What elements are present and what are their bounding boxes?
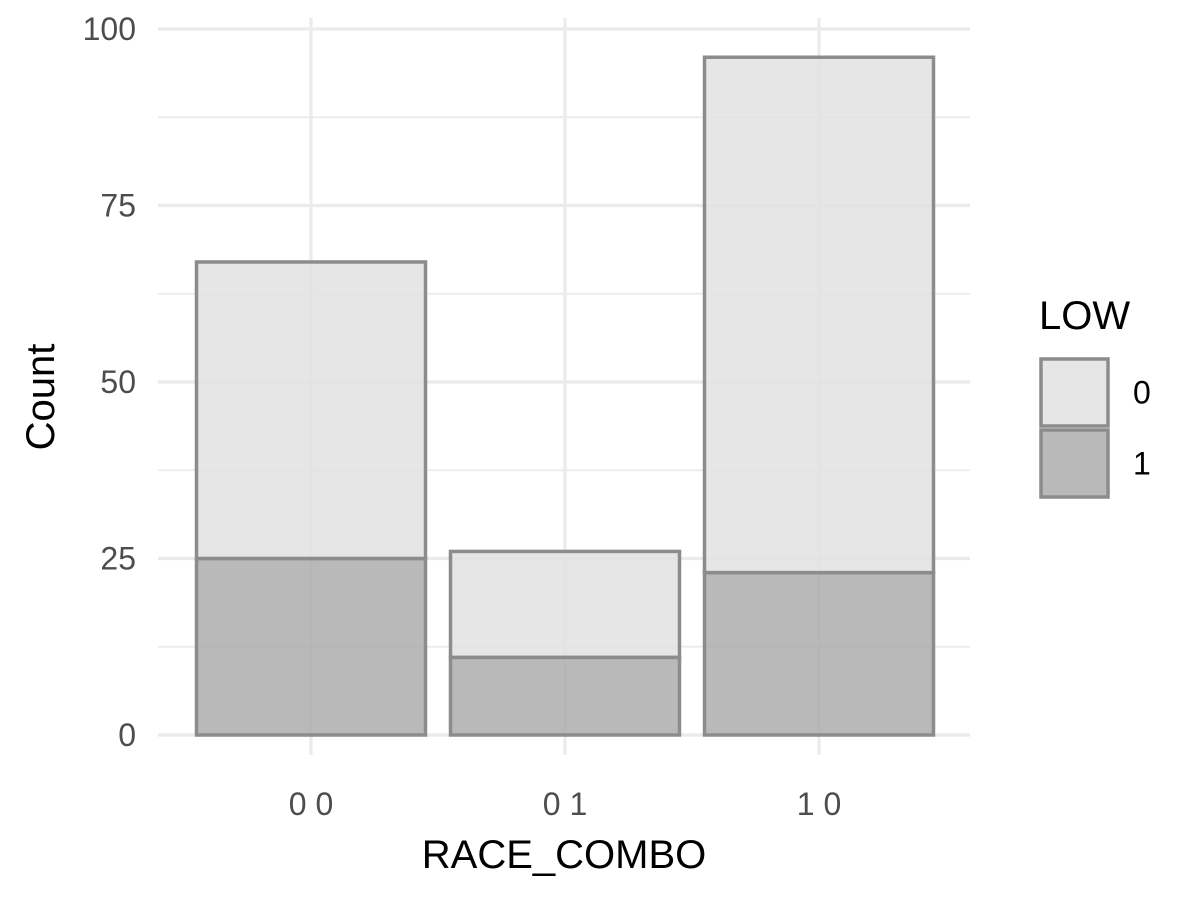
y-tick-label: 100 [83,11,136,47]
x-tick-label: 1 0 [797,786,841,822]
legend-label-1: 1 [1133,446,1151,482]
y-tick-label: 50 [100,364,136,400]
legend: LOW 01 [1039,294,1151,499]
legend-key-0 [1039,357,1110,428]
y-tick-label: 75 [100,188,136,224]
y-axis-tick-labels: 0 25 50 75 100 [83,11,136,753]
bar-1-0-low-0 [702,55,936,575]
x-tick-label: 0 0 [289,786,333,822]
y-tick-label: 0 [118,717,136,753]
bar-0-0-low-1 [194,556,428,737]
bars [194,55,936,737]
bar-0-1-low-0 [448,549,682,660]
x-axis-title: RACE_COMBO [422,833,707,877]
legend-key-1 [1039,428,1110,499]
bar-0-0-low-0 [194,260,428,561]
legend-title: LOW [1039,294,1130,338]
bar-1-0-low-1 [702,570,936,737]
y-axis-title: Count [19,344,63,451]
x-tick-label: 0 1 [543,786,587,822]
x-axis-tick-labels: 0 0 0 1 1 0 [289,786,841,822]
y-tick-label: 25 [100,541,136,577]
legend-label-0: 0 [1133,375,1151,411]
legend-items: 01 [1039,357,1151,499]
bar-0-1-low-1 [448,655,682,737]
